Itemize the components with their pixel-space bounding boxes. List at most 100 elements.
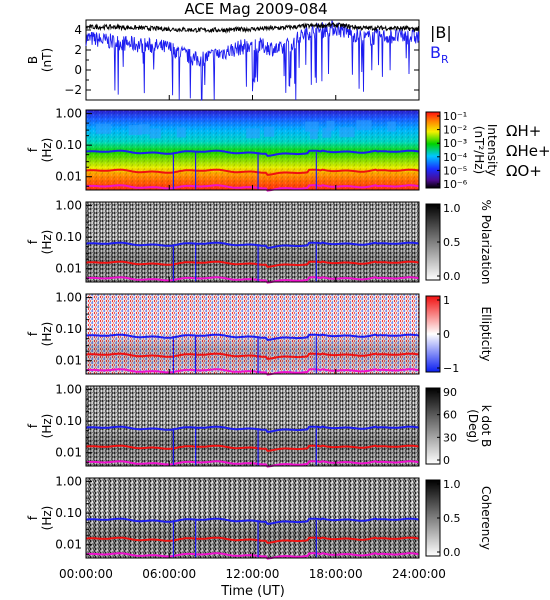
br-series-line	[85, 20, 420, 101]
intensity-patch	[356, 120, 372, 131]
gyro-curve-he_plus	[85, 168, 420, 176]
colorbar-label: Intensity	[485, 124, 499, 176]
freq-tick-label: 0.10	[55, 414, 82, 428]
freq-tick-label: 0.10	[55, 506, 82, 520]
gyro-curve-h_plus	[85, 333, 420, 341]
b-field-y-ticks: 4 2 0 −2	[64, 19, 419, 101]
colorbar-tick-label: 1.0	[443, 202, 461, 215]
time-tick-label: 24:00:00	[392, 567, 446, 581]
intensity-patch	[326, 120, 335, 131]
gyro-curve-he_plus	[85, 352, 420, 360]
intensity-patch	[176, 127, 186, 138]
gyro-curve-he_plus	[85, 260, 420, 268]
colorbar-tick-label: 1	[443, 294, 450, 307]
colorbar-label: Coherency	[479, 486, 493, 550]
colorbar-tick-label: 10⁻²	[443, 124, 467, 137]
intensity-patch	[95, 123, 111, 134]
freq-axis-label: f	[26, 423, 40, 428]
freq-tick-label: 1.00	[55, 199, 82, 213]
freq-tick-label: 0.01	[55, 538, 82, 552]
legend-br-sub: R	[441, 53, 449, 66]
gyro-curve-h_plus	[85, 149, 420, 157]
colorbar-unit: (Deg)	[466, 409, 480, 443]
colorbar-tick-label: 60	[443, 409, 457, 422]
time-tick-label: 06:00:00	[142, 567, 196, 581]
colorbar-tick-label: 0.5	[443, 512, 461, 525]
freq-axis-unit: (Hz)	[40, 230, 54, 255]
coherency-shading	[86, 478, 419, 558]
colorbar-tick-label: 0.5	[443, 236, 461, 249]
time-axis-label: Time (UT)	[220, 584, 285, 599]
b-y-tick-label: 0	[74, 63, 82, 77]
colorbar-unit: (nT²/Hz)	[472, 126, 486, 174]
intensity-patch	[322, 127, 332, 138]
colorbar-tick-label: 10⁻⁴	[443, 151, 468, 164]
colorbar-tick-label: 0.0	[443, 546, 461, 559]
panel-polarization: 1.00 0.10 0.01 f (Hz) 1.0 0.5 0.0 % Polarization	[26, 199, 493, 285]
gyro-curve-h_plus	[85, 241, 420, 249]
ellipticity-shading	[86, 294, 419, 374]
colorbar-tick-label: 0.0	[443, 270, 461, 283]
polarization-shading	[86, 202, 419, 282]
freq-axis-unit: (Hz)	[40, 138, 54, 163]
intensity-patch	[305, 121, 319, 132]
freq-tick-label: 1.00	[55, 291, 82, 305]
b-field-panel: 420−2 B (nT) |B| BR	[26, 19, 452, 101]
b-field-series	[85, 20, 420, 101]
legend-br: BR	[430, 43, 449, 66]
freq-axis-unit: (Hz)	[40, 414, 54, 439]
intensity-patch	[387, 121, 396, 132]
freq-tick-label: 0.10	[55, 138, 82, 152]
freq-tick-label: 0.01	[55, 446, 82, 460]
panel-kdotb: 1.00 0.10 0.01 f (Hz) 90 60 30 0 k dot B(Deg)	[26, 383, 493, 468]
freq-axis-unit: (Hz)	[40, 506, 54, 531]
kdotb-shading	[86, 386, 419, 466]
colorbar-tick-label: 0	[443, 328, 450, 341]
b-y-tick-label: −2	[64, 83, 82, 97]
colorbar-tick-label: 90	[443, 386, 457, 399]
freq-tick-label: 0.01	[55, 354, 82, 368]
intensity-patch	[246, 128, 260, 139]
colorbar-tick-label: 10⁻¹	[443, 110, 467, 123]
gyro-label-he-plus: ΩHe+	[506, 142, 550, 160]
colorbar-tick-label: −1	[443, 362, 459, 375]
gyro-curve-h_plus	[85, 517, 420, 525]
time-tick-label: 00:00:00	[59, 567, 113, 581]
legend-btotal: |B|	[430, 23, 452, 42]
b-y-tick-label: 4	[74, 23, 82, 37]
freq-tick-label: 1.00	[55, 107, 82, 121]
intensity-colorbar	[425, 111, 441, 189]
intensity-patch	[138, 124, 150, 135]
gyro-curve-h_plus	[85, 425, 420, 433]
freq-axis-label: f	[26, 239, 40, 244]
kdotb-colorbar	[425, 387, 441, 465]
time-tick-label: 12:00:00	[226, 567, 280, 581]
intensity-patch	[339, 127, 355, 138]
intensity-patch	[149, 128, 161, 139]
intensity-patch	[309, 129, 318, 140]
freq-axis-unit: (Hz)	[40, 322, 54, 347]
gyrofrequency-legend: ΩH+ ΩHe+ ΩO+	[506, 122, 550, 180]
colorbar-label: k dot B	[479, 405, 493, 447]
colorbar-tick-label: 0	[443, 454, 450, 467]
gyro-curve-he_plus	[85, 444, 420, 452]
intensity-patch	[263, 126, 275, 137]
freq-tick-label: 0.10	[55, 322, 82, 336]
b-field-y-unit: (nT)	[40, 48, 54, 72]
freq-tick-label: 1.00	[55, 383, 82, 397]
b-y-tick-label: 2	[74, 43, 82, 57]
time-axis: 00:00:00 06:00:00 12:00:00 18:00:00 24:00:00	[59, 567, 446, 581]
colorbar-tick-label: 10⁻³	[443, 137, 467, 150]
panel-coherency: 1.00 0.10 0.01 f (Hz) 1.0 0.5 0.0 Coherency	[26, 475, 493, 560]
colorbar-tick-label: 30	[443, 431, 457, 444]
gyro-curve-he_plus	[85, 536, 420, 544]
colorbar-label: Ellipticity	[479, 307, 493, 362]
figure-title: ACE Mag 2009-084	[184, 0, 327, 18]
colorbar-tick-label: 1.0	[443, 478, 461, 491]
freq-axis-label: f	[26, 331, 40, 336]
spectral-panels: 1.000.100.01f (Hz)10⁻¹10⁻²10⁻³10⁻⁴10⁻⁵10⁻…	[26, 107, 499, 560]
panel-ellipticity: 1.00 0.10 0.01 f (Hz) 1 0 −1 Ellipticity	[26, 291, 493, 376]
freq-tick-label: 0.10	[55, 230, 82, 244]
time-tick-label: 18:00:00	[309, 567, 363, 581]
